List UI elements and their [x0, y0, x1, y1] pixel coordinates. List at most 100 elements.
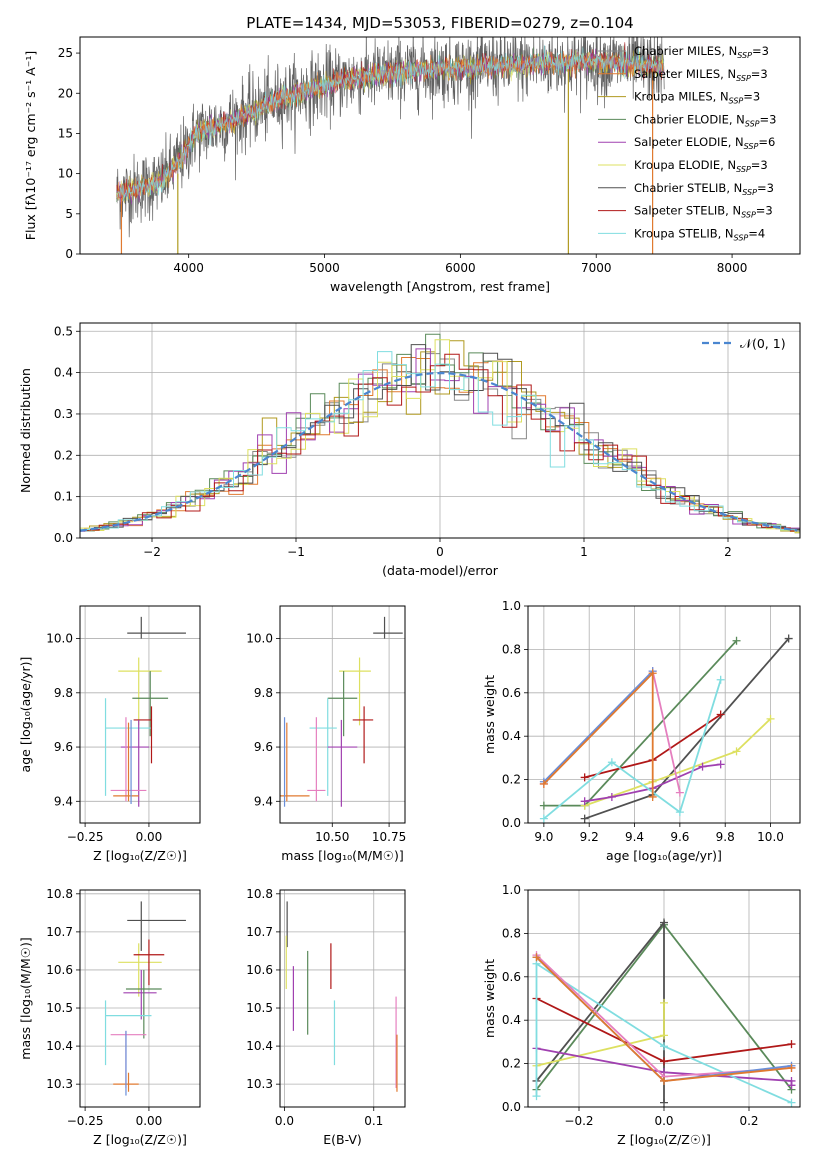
spectrum-series-line: [116, 51, 665, 200]
plot-area: [280, 616, 403, 807]
axes-frame: [279, 605, 406, 824]
y-tick-label: 1.0: [502, 599, 521, 613]
legend-label: Kroupa STELIB, NSSP=4: [634, 226, 765, 242]
y-tick-label: 15: [58, 126, 73, 140]
x-tick-label: 5000: [309, 261, 340, 275]
x-tick-label: 2: [724, 545, 732, 559]
x-tick-label: 8000: [717, 261, 748, 275]
y-tick-label: 0.2: [502, 1057, 521, 1071]
y-tick-label: 10.7: [46, 925, 73, 939]
weight-series-line: [543, 670, 654, 783]
y-tick-label: 10.5: [46, 1001, 73, 1015]
plot-area: [116, 37, 665, 254]
y-tick-label: 0.3: [54, 407, 73, 421]
x-tick-label: 9.8: [716, 830, 735, 844]
weight-marker: [660, 1042, 668, 1051]
axes-frame: [79, 889, 201, 1108]
plot-area: [539, 634, 793, 823]
x-axis-label: E(B-V): [323, 1132, 362, 1147]
x-axis-label: (data-model)/error: [382, 563, 499, 578]
weight-marker: [539, 779, 548, 788]
weight-marker: [648, 792, 657, 801]
weight-marker: [607, 792, 616, 801]
x-axis-label: Z [log₁₀(Z/Z☉)]: [93, 848, 187, 863]
y-tick-label: 10.3: [246, 1077, 273, 1091]
plot-area: [104, 901, 186, 1096]
y-tick-label: 10.8: [46, 887, 73, 901]
y-tick-label: 5: [65, 207, 73, 221]
errorbar-point: [132, 671, 169, 737]
weight-marker: [580, 773, 589, 782]
panel-spectrum: Chabrier MILES, NSSP=3 Salpeter MILES, NS…: [23, 36, 801, 294]
weight-marker: [766, 714, 775, 723]
panel-mass_vs_Z: −0.25 0.00 10.3 10.4 10.5 10.6 10.7 10.8 Z [log₁…: [18, 887, 201, 1147]
weight-series-line: [543, 679, 722, 820]
weight-marker: [716, 710, 725, 719]
legend-label: 𝒩(0, 1): [740, 336, 786, 351]
y-tick-label: 0.4: [502, 729, 521, 743]
weight-marker: [732, 747, 741, 756]
y-tick-label: 0: [65, 247, 73, 261]
legend-label: Kroupa ELODIE, NSSP=3: [634, 158, 768, 174]
y-tick-label: 10.0: [46, 632, 73, 646]
figure-title: PLATE=1434, MJD=53053, FIBERID=0279, z=0…: [246, 14, 633, 32]
x-tick-label: −1: [287, 545, 305, 559]
x-tick-label: 7000: [581, 261, 612, 275]
x-tick-label: 9.2: [580, 830, 599, 844]
weight-marker: [716, 760, 725, 769]
y-tick-label: 9.4: [54, 794, 73, 808]
y-tick-label: 10.6: [46, 963, 73, 977]
x-tick-label: 0.00: [136, 830, 163, 844]
x-tick-label: 9.0: [534, 830, 553, 844]
errorbar-point: [125, 969, 162, 1039]
weight-marker: [784, 634, 793, 643]
x-axis-label: age [log₁₀(age/yr)]: [606, 848, 722, 863]
x-tick-label: 9.4: [625, 830, 644, 844]
y-axis-label: mass weight: [482, 959, 497, 1038]
y-axis-label: Normed distribution: [18, 368, 33, 493]
weight-marker: [580, 797, 589, 806]
y-tick-label: 0.2: [54, 448, 73, 462]
axes-frame: [527, 605, 801, 824]
x-tick-label: 10.0: [757, 830, 784, 844]
y-tick-label: 0.5: [54, 324, 73, 338]
x-axis-label: wavelength [Angstrom, rest frame]: [330, 279, 550, 294]
y-axis-label: mass [log₁₀(M/M☉)]: [18, 937, 33, 1059]
plot-area: [80, 333, 800, 534]
errorbar-point: [339, 657, 371, 726]
y-tick-label: 10.7: [246, 925, 273, 939]
y-tick-label: 10.6: [246, 963, 273, 977]
x-tick-label: 0.1: [364, 1114, 383, 1128]
errorbar-point: [352, 706, 374, 764]
x-axis-label: Z [log₁₀(Z/Z☉)]: [617, 1132, 711, 1147]
y-axis-label: age [log₁₀(age/yr)]: [18, 657, 33, 773]
histogram-step: [80, 344, 800, 532]
x-tick-label: 6000: [445, 261, 476, 275]
plot-area: [532, 918, 796, 1107]
x-tick-label: 9.6: [670, 830, 689, 844]
x-tick-label: −0.25: [67, 1114, 104, 1128]
x-axis-label: mass [log₁₀(M/M☉)]: [281, 848, 403, 863]
y-tick-label: 0.6: [502, 686, 521, 700]
y-tick-label: 9.4: [254, 794, 273, 808]
x-tick-label: 1: [580, 545, 588, 559]
weight-marker: [675, 808, 684, 817]
panel-mass_vs_ebv: 0.0 0.1 10.3 10.4 10.5 10.6 10.7 10.8 E(B-V): [246, 887, 406, 1147]
x-tick-label: −0.25: [67, 830, 104, 844]
y-tick-label: 20: [58, 86, 73, 100]
x-tick-label: 10.50: [315, 830, 349, 844]
legend-label: Chabrier MILES, NSSP=3: [634, 44, 769, 60]
x-tick-label: 10.75: [372, 830, 406, 844]
weight-marker: [539, 801, 548, 810]
x-tick-label: −2: [143, 545, 161, 559]
axes-frame: [279, 889, 406, 1108]
errorbar-point: [133, 939, 165, 986]
y-axis-label: mass weight: [482, 675, 497, 754]
x-axis-label: Z [log₁₀(Z/Z☉)]: [93, 1132, 187, 1147]
axes-frame: [79, 36, 801, 255]
y-tick-label: 10.4: [46, 1039, 73, 1053]
x-tick-label: 0.00: [136, 1114, 163, 1128]
legend-label: Kroupa MILES, NSSP=3: [634, 90, 760, 106]
panel-age_vs_Z: −0.25 0.00 9.4 9.6 9.8 10.0 Z [log₁₀(Z/Z☉)] age…: [18, 605, 201, 863]
